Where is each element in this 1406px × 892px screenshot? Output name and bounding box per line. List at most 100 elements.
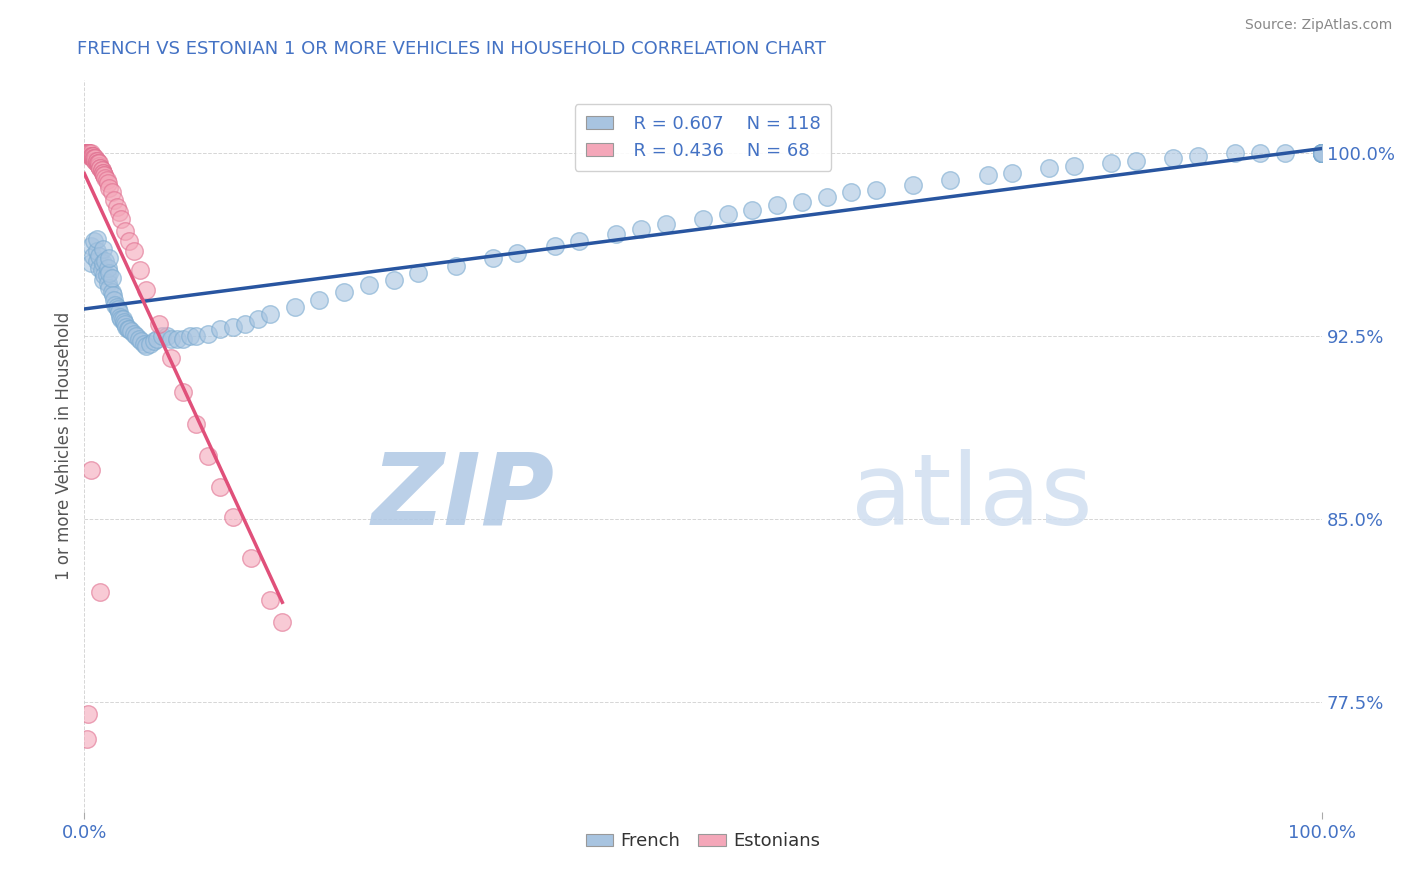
Point <box>128 332 150 346</box>
Point <box>77 146 100 161</box>
Point <box>111 312 134 326</box>
Point <box>89 249 111 263</box>
Point <box>114 224 136 238</box>
Point <box>98 180 121 194</box>
Point <box>160 332 183 346</box>
Point <box>1310 146 1333 161</box>
Text: Source: ZipAtlas.com: Source: ZipAtlas.com <box>1244 18 1392 32</box>
Text: ZIP: ZIP <box>371 449 554 546</box>
Point <box>1249 146 1271 161</box>
Point <box>90 163 112 178</box>
Point <box>815 190 838 204</box>
Point <box>222 509 245 524</box>
Point <box>118 234 141 248</box>
Point <box>160 351 183 366</box>
Point <box>1310 146 1333 161</box>
Point <box>129 263 152 277</box>
Point <box>86 232 108 246</box>
Point <box>94 253 117 268</box>
Point <box>148 317 170 331</box>
Point <box>1310 146 1333 161</box>
Point <box>90 163 112 178</box>
Point <box>114 317 136 331</box>
Text: FRENCH VS ESTONIAN 1 OR MORE VEHICLES IN HOUSEHOLD CORRELATION CHART: FRENCH VS ESTONIAN 1 OR MORE VEHICLES IN… <box>77 40 827 58</box>
Point <box>1310 146 1333 161</box>
Point <box>1310 146 1333 161</box>
Point <box>96 173 118 187</box>
Point <box>89 159 111 173</box>
Point <box>1310 146 1333 161</box>
Point <box>240 551 263 566</box>
Point <box>408 266 430 280</box>
Point <box>246 312 269 326</box>
Point <box>77 146 100 161</box>
Point <box>382 273 405 287</box>
Point <box>80 149 103 163</box>
Point <box>271 615 294 629</box>
Point <box>91 166 114 180</box>
Point <box>104 297 127 311</box>
Point <box>1310 146 1333 161</box>
Point <box>939 173 962 187</box>
Point <box>108 205 131 219</box>
Point <box>259 592 281 607</box>
Point <box>841 186 863 200</box>
Point <box>308 293 330 307</box>
Point <box>108 305 131 319</box>
Point <box>1310 146 1333 161</box>
Point <box>135 339 157 353</box>
Point <box>655 217 678 231</box>
Point <box>97 276 120 290</box>
Point <box>98 252 121 266</box>
Point <box>222 319 245 334</box>
Point <box>100 270 122 285</box>
Point <box>77 707 100 722</box>
Point <box>1310 146 1333 161</box>
Point <box>150 329 173 343</box>
Point <box>179 329 201 343</box>
Point <box>89 159 111 173</box>
Point <box>84 153 107 168</box>
Point <box>1099 156 1122 170</box>
Point <box>82 249 104 263</box>
Point <box>89 156 111 170</box>
Point <box>233 317 256 331</box>
Point <box>84 151 107 165</box>
Point <box>105 300 128 314</box>
Point <box>83 151 105 165</box>
Point <box>903 178 925 193</box>
Point <box>75 146 97 161</box>
Point <box>77 146 100 161</box>
Point <box>91 256 114 270</box>
Point <box>156 329 179 343</box>
Point <box>1001 166 1024 180</box>
Point <box>284 300 307 314</box>
Point <box>103 293 125 307</box>
Point <box>717 207 740 221</box>
Point <box>543 239 565 253</box>
Point <box>1274 146 1296 161</box>
Point <box>184 329 207 343</box>
Point <box>209 322 232 336</box>
Point <box>79 256 101 270</box>
Point <box>91 166 114 180</box>
Point <box>166 332 188 346</box>
Point <box>1038 161 1060 175</box>
Point <box>80 149 103 163</box>
Point <box>79 146 101 161</box>
Point <box>79 239 101 253</box>
Point <box>117 322 139 336</box>
Point <box>87 156 110 170</box>
Point <box>184 417 207 431</box>
Point <box>112 315 135 329</box>
Point <box>80 149 103 163</box>
Point <box>76 731 98 746</box>
Point <box>82 149 104 163</box>
Point <box>1125 153 1147 168</box>
Point <box>1310 146 1333 161</box>
Point <box>91 273 114 287</box>
Point <box>1310 146 1333 161</box>
Point <box>741 202 763 217</box>
Point <box>1310 146 1333 161</box>
Point <box>122 326 145 341</box>
